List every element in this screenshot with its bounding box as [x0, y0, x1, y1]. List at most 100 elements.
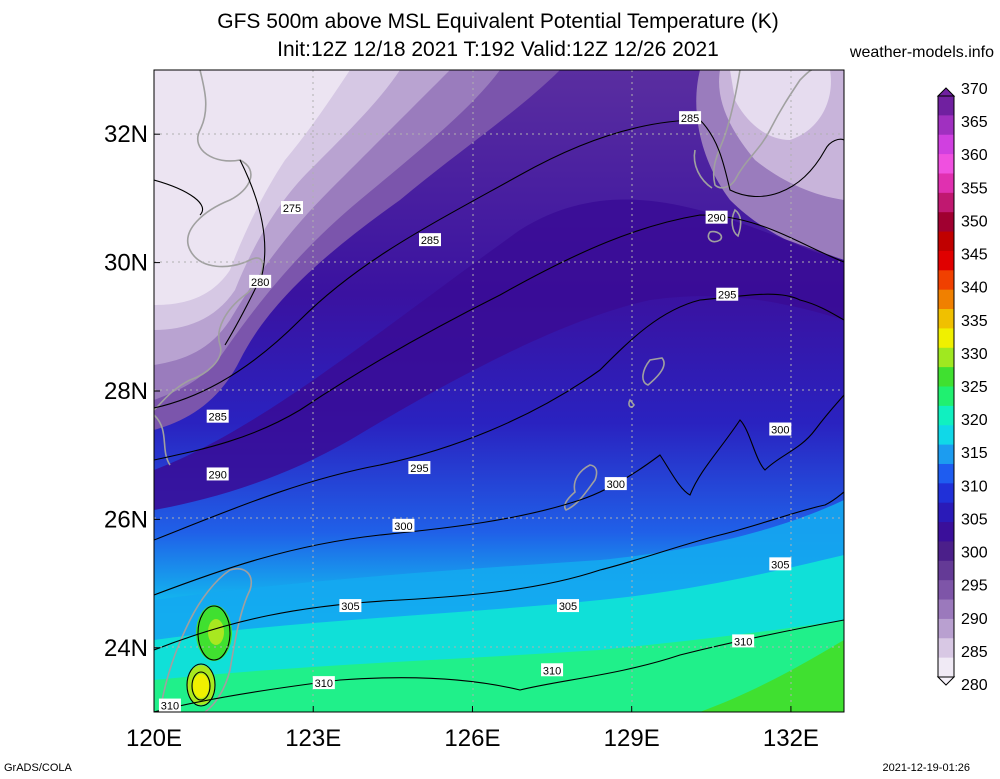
svg-text:300: 300: [771, 425, 789, 437]
contour-label: 310: [541, 663, 564, 677]
svg-text:310: 310: [161, 701, 179, 713]
colorbar-swatch: [938, 638, 954, 659]
theta-e-field: [154, 70, 844, 712]
contour-label: 275: [281, 201, 303, 215]
svg-text:305: 305: [559, 601, 577, 613]
map-title: GFS 500m above MSL Equivalent Potential …: [217, 10, 779, 33]
svg-text:295: 295: [410, 463, 428, 475]
longitude-axis: 120E 123E 126E 129E 132E: [126, 706, 819, 752]
latitude-axis: 24N 26N 28N 30N 32N: [104, 121, 160, 662]
colorbar-swatch: [938, 386, 954, 407]
contour-label: 310: [312, 676, 335, 690]
colorbar-swatch: [938, 231, 954, 252]
colorbar-tick-label: 370: [961, 81, 988, 98]
colorbar-swatch: [938, 560, 954, 581]
lon-tick-label: 120E: [126, 725, 182, 752]
colorbar-max-arrow: [936, 87, 956, 97]
contour-labels: 275 280 285 285 285 290 290 295 295 300 300 300 305 3…: [158, 111, 792, 713]
contour-label: 305: [557, 599, 579, 613]
svg-text:300: 300: [607, 479, 625, 491]
colorbar-tick-label: 365: [961, 114, 988, 131]
colorbar-tick-label: 320: [961, 412, 988, 429]
colorbar-swatch: [938, 599, 954, 620]
software-credit: GrADS/COLA: [4, 762, 72, 774]
svg-text:285: 285: [421, 235, 439, 247]
contour-label: 300: [604, 477, 627, 491]
colorbar-swatch: [938, 212, 954, 233]
colorbar-swatch: [938, 134, 954, 155]
colorbar-tick-label: 285: [961, 644, 988, 661]
svg-text:290: 290: [707, 213, 725, 225]
svg-text:310: 310: [315, 678, 333, 690]
svg-text:275: 275: [283, 203, 301, 215]
contour-label: 290: [206, 467, 229, 481]
generated-timestamp: 2021-12-19-01:26: [882, 762, 970, 774]
map-subtitle: Init:12Z 12/18 2021 T:192 Valid:12Z 12/2…: [277, 38, 719, 61]
source-credit: weather-models.info: [849, 44, 994, 61]
svg-text:295: 295: [718, 290, 736, 302]
contour-label: 300: [392, 518, 415, 533]
colorbar-swatch: [938, 250, 954, 271]
graticule: [154, 70, 844, 712]
colorbar-tick-label: 300: [961, 545, 988, 562]
contour-label: 285: [419, 233, 441, 247]
contour-lines: [154, 119, 844, 712]
colorbar-swatch: [938, 367, 954, 387]
colorbar-swatch: [938, 309, 954, 329]
contour-label: 285: [206, 409, 229, 424]
contour-label: 295: [408, 461, 431, 475]
colorbar-swatch: [938, 289, 954, 310]
colorbar-tick-label: 295: [961, 578, 988, 595]
colorbar-tick-label: 310: [961, 478, 988, 495]
colorbar-swatch: [938, 657, 954, 678]
colorbar-swatch: [938, 96, 954, 116]
contour-label: 305: [769, 557, 792, 571]
lat-tick-label: 28N: [104, 378, 148, 405]
svg-text:285: 285: [209, 412, 227, 424]
lat-tick-label: 32N: [104, 121, 148, 148]
svg-text:300: 300: [394, 521, 412, 533]
colorbar-swatch: [938, 154, 954, 174]
colorbar-tick-label: 325: [961, 379, 988, 396]
colorbar-tick-label: 290: [961, 611, 988, 628]
svg-text:285: 285: [681, 113, 699, 125]
svg-text:305: 305: [771, 559, 789, 571]
colorbar-swatch: [938, 425, 954, 446]
svg-text:290: 290: [209, 469, 227, 481]
svg-text:280: 280: [251, 277, 269, 289]
colorbar-swatch: [938, 541, 954, 562]
colorbar-swatch: [938, 328, 954, 349]
svg-text:310: 310: [734, 636, 752, 648]
colorbar-swatch: [938, 580, 954, 601]
colorbar-tick-label: 350: [961, 213, 988, 230]
colorbar-swatch: [938, 502, 954, 523]
lon-tick-label: 132E: [763, 725, 819, 752]
colorbar-tick-label: 335: [961, 313, 988, 330]
colorbar-tick-label: 330: [961, 346, 988, 363]
colorbar-swatch: [938, 463, 954, 484]
contour-label: 300: [769, 422, 792, 437]
colorbar-swatch: [938, 115, 954, 136]
colorbar-swatch: [938, 347, 954, 368]
colorbar-swatch: [938, 405, 954, 426]
colorbar-tick-label: 280: [961, 677, 988, 694]
colorbar-tick-label: 355: [961, 180, 988, 197]
colorbar-swatch: [938, 483, 954, 504]
contour-label: 285: [679, 111, 702, 125]
lat-tick-label: 30N: [104, 250, 148, 277]
colorbar-swatch: [938, 173, 954, 194]
colorbar-swatch: [938, 522, 954, 542]
colorbar-swatch: [938, 618, 954, 639]
contour-label: 290: [705, 210, 728, 225]
colorbar: 370 365 360 355 350 345 340 335 330 325 320 315 310 3…: [936, 81, 988, 694]
lon-tick-label: 126E: [444, 725, 500, 752]
contour-label: 280: [249, 274, 272, 289]
colorbar-swatch: [938, 270, 954, 291]
contour-label: 310: [158, 698, 181, 713]
lat-tick-label: 26N: [104, 506, 148, 533]
svg-text:305: 305: [341, 601, 359, 613]
coastlines: [154, 70, 813, 712]
lon-tick-label: 123E: [285, 725, 341, 752]
colorbar-swatch: [938, 192, 954, 213]
